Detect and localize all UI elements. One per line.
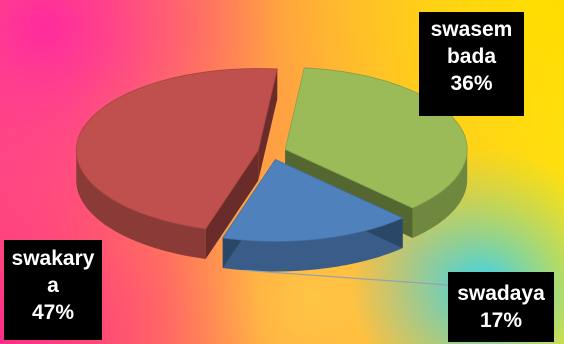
slice-side-swakarya	[76, 150, 206, 259]
slice-cut-swakarya-0	[205, 150, 259, 259]
slice-label-swakarya: swakary a 47%	[4, 240, 102, 340]
slice-label-swadaya: swadaya 17%	[448, 272, 554, 342]
slice-side-swadaya	[222, 218, 403, 272]
slice-label-swasem-bada: swasem bada 36%	[419, 12, 524, 116]
slice-side-swasem-bada	[412, 149, 468, 239]
pie-slice-swadaya	[222, 158, 404, 242]
leader-line-swadaya	[243, 269, 449, 286]
slice-cut-swakarya-1	[258, 68, 278, 181]
pie-slice-swakarya	[75, 68, 278, 230]
